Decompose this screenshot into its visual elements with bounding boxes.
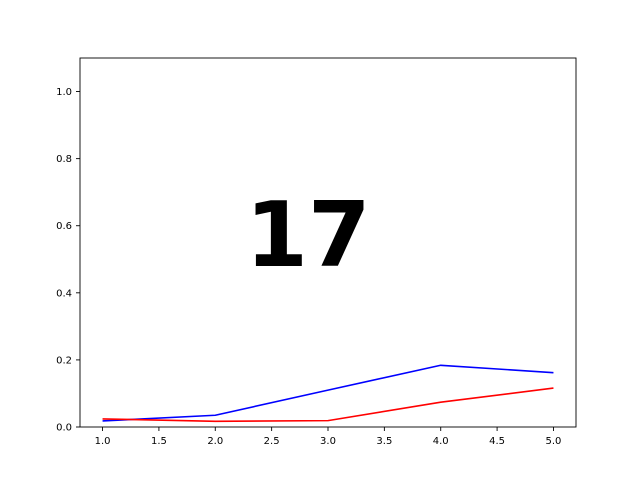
x-tick-label: 3.5 — [376, 436, 392, 447]
axes-layer: 1.0 1.5 2.0 2.5 3.0 3.5 4.0 4.5 5.0 0.0 0.2 0.4 0.6 0… — [56, 57, 577, 447]
series-line-1 — [102, 364, 554, 422]
y-tick-label: 0.8 — [56, 154, 72, 165]
y-tick-label: 1.0 — [56, 87, 72, 98]
x-tick-label: 2.0 — [207, 436, 223, 447]
y-tick-label: 0.2 — [56, 355, 72, 366]
x-tick-label: 5.0 — [546, 436, 562, 447]
x-tick-label: 1.5 — [151, 436, 167, 447]
chart-annotation: 17 — [245, 183, 370, 288]
x-tick-label: 4.5 — [489, 436, 505, 447]
series-layer — [102, 364, 554, 423]
y-tick-label: 0.0 — [56, 423, 72, 434]
x-tick-label: 3.0 — [320, 436, 336, 447]
x-tick-label: 1.0 — [95, 436, 111, 447]
series-line-2 — [102, 387, 554, 423]
y-tick-label: 0.4 — [56, 288, 72, 299]
x-tick-label: 2.5 — [264, 436, 280, 447]
y-tick-label: 0.6 — [56, 221, 72, 232]
x-tick-label: 4.0 — [433, 436, 449, 447]
